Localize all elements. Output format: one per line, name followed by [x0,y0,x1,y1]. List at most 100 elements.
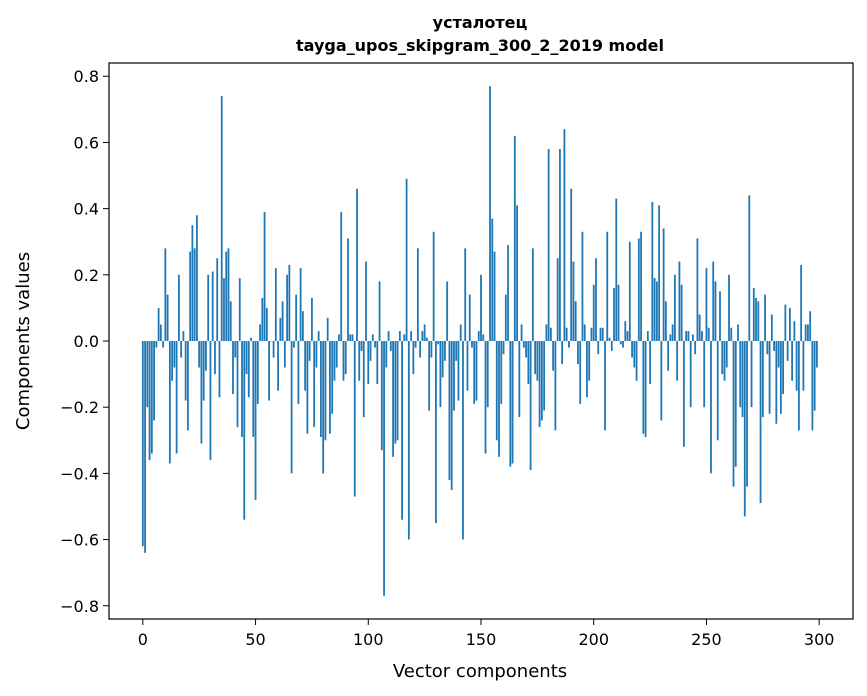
x-tick-label: 300 [804,630,835,649]
bar [646,331,649,341]
bar [407,341,410,540]
bar [536,341,539,381]
bar [356,188,358,341]
bar [385,341,388,368]
bar [628,241,631,341]
bar [579,341,582,404]
bar [196,215,198,341]
bar [229,301,232,341]
bar [344,341,347,375]
bar [471,341,473,348]
bar [795,341,798,391]
bar [144,341,146,553]
bar [777,341,780,368]
bar [322,341,325,474]
bar [243,341,246,520]
bar [703,341,706,408]
bar [423,324,426,341]
bar [198,341,201,368]
bar [768,341,771,414]
bar [290,341,293,474]
bar [288,264,291,341]
bar [588,341,591,381]
bar [155,341,158,348]
bar [281,301,284,341]
bar [254,341,257,500]
bar [389,341,392,351]
bar [683,341,685,447]
bar [301,311,304,341]
bar [694,341,697,355]
bar [453,341,455,411]
bar [232,341,234,394]
x-tick-label: 150 [466,630,497,649]
x-tick-label: 200 [578,630,609,649]
bar [714,281,717,341]
bar [360,341,363,351]
bar [177,274,180,341]
bar [495,341,498,441]
bar [187,341,189,431]
bar [565,327,568,341]
bar [184,341,187,401]
bar [707,327,710,341]
bar [545,324,548,341]
bar [466,341,469,391]
bar [800,264,803,341]
bar [225,251,228,341]
bar [563,129,566,341]
bar [216,258,219,341]
bar [811,341,814,431]
bar [450,341,453,490]
bar [392,341,394,457]
bar [635,341,638,381]
bar [712,261,715,341]
bar [813,341,816,411]
bar [234,341,237,358]
bar [387,331,390,341]
bar [554,341,557,431]
bar [256,341,259,404]
bar [245,341,248,375]
bar [577,341,579,365]
bar [214,341,216,375]
bar [752,288,755,341]
bar [207,274,210,341]
bar [590,327,593,341]
bar [734,341,737,467]
bar [719,291,721,341]
bar [265,307,268,341]
bar [498,341,500,457]
bar [502,341,505,355]
bar [277,341,279,391]
bar [723,341,726,381]
bar [227,248,230,341]
bar [238,278,241,341]
bar [295,294,298,341]
bar [705,268,708,341]
bar [306,341,309,434]
bar [311,297,313,341]
bar [304,341,307,391]
bar [773,341,775,351]
bar [516,205,518,341]
bar [730,327,733,341]
bar [525,341,527,358]
bar [209,341,212,461]
bar [439,341,442,408]
bar [464,248,467,341]
bar [583,324,586,341]
bar [493,251,496,341]
bar [441,341,444,378]
bar [732,341,735,487]
bar [649,341,651,385]
bar [211,271,214,341]
bar [592,284,595,341]
bar [511,341,514,464]
bar [761,341,764,418]
bar [378,281,381,341]
bar [283,341,286,368]
bar [432,231,435,341]
bar [164,248,167,341]
